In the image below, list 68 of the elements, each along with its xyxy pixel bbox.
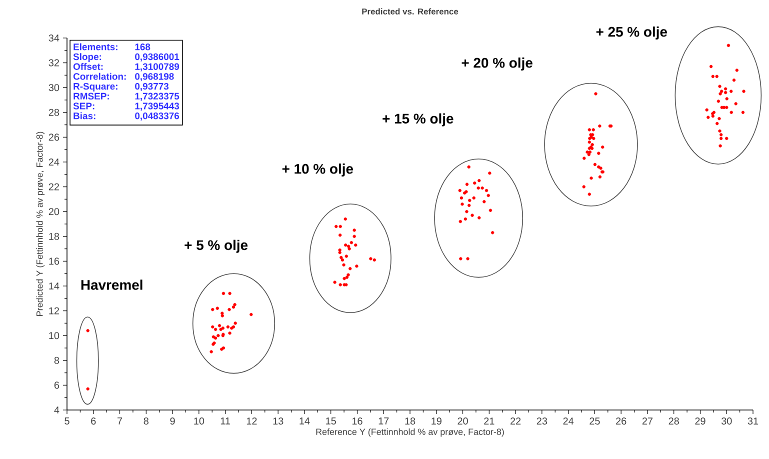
- annotation: Havremel: [81, 280, 142, 290]
- annotation: Bias:: [74, 112, 96, 120]
- annotation: 0,9386001: [135, 53, 180, 62]
- y-tick-label: 12: [49, 307, 59, 314]
- annotation: 1,7395443: [135, 102, 180, 111]
- y-tick-label: 18: [49, 232, 60, 240]
- x-tick-label: 18: [405, 418, 416, 425]
- x-tick-label: 14: [300, 418, 310, 424]
- x-tick-label: 31: [748, 418, 758, 425]
- annotation: Slope:: [73, 53, 102, 62]
- x-tick-label: 23: [536, 418, 548, 425]
- annotation: Elements:: [74, 43, 118, 50]
- chart-title: Predicted vs. Reference: [362, 8, 458, 14]
- x-tick-label: 19: [432, 418, 442, 425]
- x-tick-label: 26: [616, 418, 626, 425]
- annotation: R-Square:: [74, 82, 118, 92]
- y-tick-label: 6: [54, 382, 60, 389]
- y-tick-label: 14: [49, 282, 60, 290]
- x-tick-label: 7: [118, 418, 122, 424]
- annotation: + 15 % olje: [382, 113, 454, 126]
- y-tick-label: 22: [48, 183, 59, 190]
- x-tick-label: 17: [378, 418, 389, 424]
- x-tick-label: 6: [91, 418, 96, 425]
- annotation: SEP:: [73, 102, 94, 110]
- x-tick-label: 28: [668, 418, 679, 425]
- y-tick-label: 16: [49, 258, 60, 265]
- y-tick-label: 10: [49, 332, 60, 340]
- x-tick-label: 25: [590, 418, 600, 425]
- x-tick-label: 30: [721, 418, 732, 425]
- y-tick-label: 28: [48, 108, 60, 116]
- x-tick-label: 13: [273, 418, 284, 425]
- y-tick-label: 34: [48, 34, 60, 42]
- annotation: 0,968198: [135, 73, 174, 82]
- y-tick-label: 20: [48, 208, 60, 216]
- annotation: 1,7323375: [135, 92, 180, 101]
- x-tick-label: 9: [170, 418, 175, 425]
- y-tick-label: 8: [54, 356, 60, 364]
- x-tick-label: 10: [194, 418, 204, 425]
- x-tick-label: 8: [144, 418, 148, 425]
- y-tick-label: 24: [48, 158, 60, 166]
- x-tick-label: 20: [458, 418, 468, 425]
- x-tick-label: 11: [220, 418, 230, 424]
- annotation: RMSEP:: [74, 92, 109, 100]
- x-tick-label: 22: [510, 418, 521, 424]
- x-tick-label: 12: [246, 418, 257, 424]
- annotation: 168: [135, 44, 150, 50]
- x-axis-title: Reference Y (Fettinnhold % av prøve, Factor-8): [316, 428, 504, 437]
- y-tick-label: 4: [54, 406, 60, 414]
- annotation: + 5 % olje: [184, 240, 248, 253]
- annotation: 0,0483376: [135, 112, 180, 121]
- x-tick-label: 29: [695, 418, 706, 425]
- x-tick-label: 21: [484, 418, 494, 424]
- annotation: Offset:: [73, 63, 103, 70]
- y-axis-title: Predicted Y (Fettinnhold % av prøve, Factor-8): [36, 132, 45, 316]
- x-tick-label: 15: [326, 418, 336, 424]
- x-tick-label: 5: [64, 418, 70, 424]
- x-tick-label: 16: [352, 418, 362, 425]
- y-tick-label: 32: [48, 59, 59, 66]
- annotation: Correlation:: [73, 72, 126, 80]
- y-tick-label: 30: [48, 84, 60, 92]
- annotation: + 10 % olje: [282, 164, 354, 177]
- annotation: 1,3100789: [135, 63, 180, 72]
- y-tick-label: 26: [48, 134, 60, 141]
- annotation: 0,93773: [135, 82, 169, 92]
- x-tick-label: 24: [563, 418, 574, 424]
- annotation: + 25 % olje: [596, 26, 668, 40]
- x-tick-label: 27: [642, 418, 653, 424]
- annotation: + 20 % olje: [462, 58, 532, 71]
